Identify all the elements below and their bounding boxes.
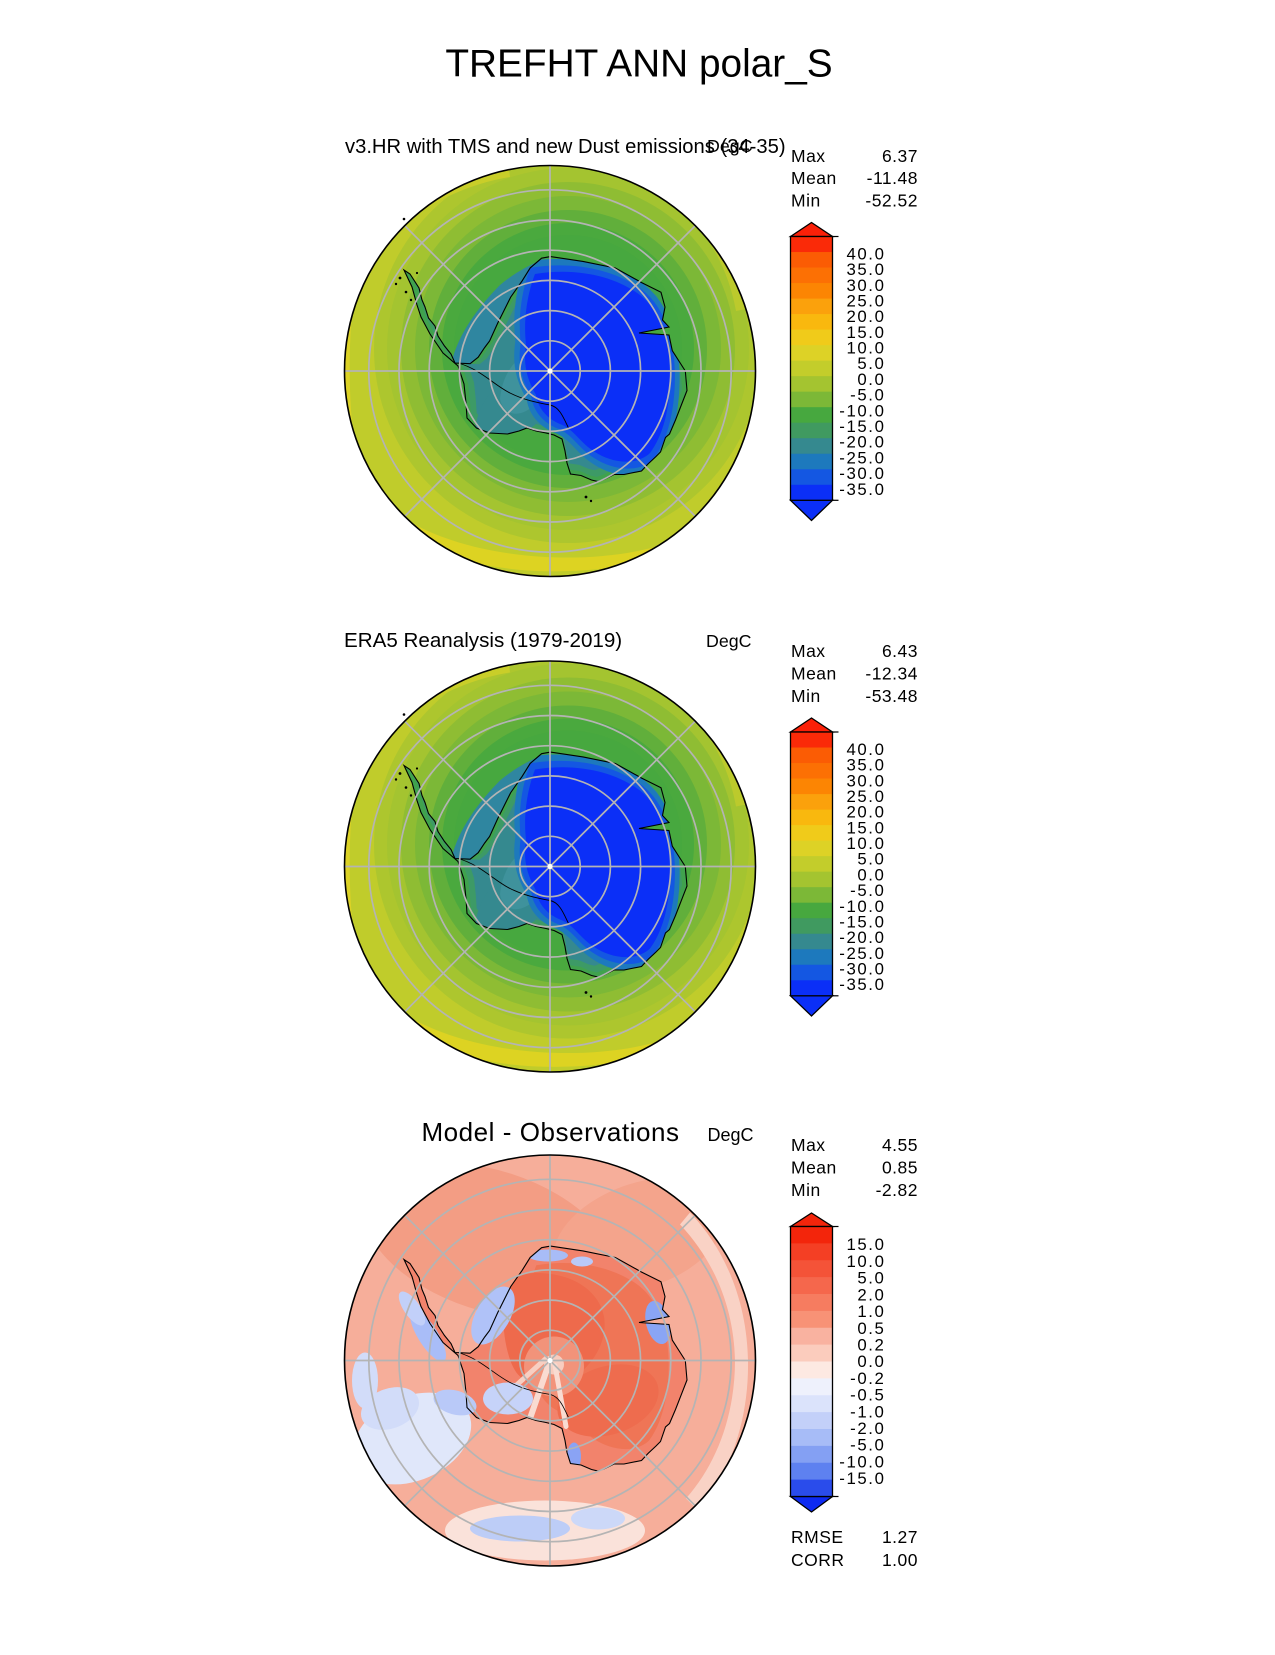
svg-text:Max: Max <box>791 1135 826 1155</box>
svg-text:DegC: DegC <box>707 136 753 156</box>
svg-text:DegC: DegC <box>708 1125 754 1145</box>
svg-text:1.27: 1.27 <box>882 1527 918 1547</box>
svg-text:10.0: 10.0 <box>846 834 885 853</box>
svg-text:ERA5 Reanalysis (1979-2019): ERA5 Reanalysis (1979-2019) <box>344 629 622 652</box>
svg-text:20.0: 20.0 <box>846 803 885 822</box>
svg-text:-12.34: -12.34 <box>865 664 918 684</box>
svg-text:6.43: 6.43 <box>882 641 918 661</box>
svg-text:15.0: 15.0 <box>846 818 885 837</box>
svg-text:-0.2: -0.2 <box>850 1369 885 1388</box>
svg-text:Mean: Mean <box>791 1158 837 1178</box>
svg-text:2.0: 2.0 <box>857 1285 885 1304</box>
svg-text:-30.0: -30.0 <box>839 464 885 483</box>
svg-text:0.0: 0.0 <box>857 370 885 389</box>
svg-text:6.37: 6.37 <box>882 146 918 166</box>
svg-text:0.5: 0.5 <box>857 1319 885 1338</box>
svg-text:40.0: 40.0 <box>846 244 885 263</box>
svg-text:-11.48: -11.48 <box>867 168 918 188</box>
svg-text:0.85: 0.85 <box>882 1158 918 1178</box>
svg-text:DegC: DegC <box>706 631 752 651</box>
svg-text:5.0: 5.0 <box>857 354 885 373</box>
svg-text:5.0: 5.0 <box>857 1269 885 1288</box>
svg-text:-5.0: -5.0 <box>850 386 885 405</box>
svg-text:25.0: 25.0 <box>846 292 885 311</box>
svg-text:-30.0: -30.0 <box>839 960 885 979</box>
svg-text:30.0: 30.0 <box>846 771 885 790</box>
svg-text:TREFHT ANN polar_S: TREFHT ANN polar_S <box>445 43 832 86</box>
svg-text:-10.0: -10.0 <box>839 897 885 916</box>
svg-text:0.2: 0.2 <box>857 1336 885 1355</box>
svg-text:CORR: CORR <box>791 1550 845 1570</box>
svg-text:-5.0: -5.0 <box>850 1436 885 1455</box>
svg-text:Max: Max <box>791 146 826 166</box>
svg-text:-15.0: -15.0 <box>839 417 885 436</box>
svg-text:40.0: 40.0 <box>846 740 885 759</box>
svg-text:-2.82: -2.82 <box>876 1180 918 1200</box>
svg-text:-20.0: -20.0 <box>839 433 885 452</box>
svg-text:-15.0: -15.0 <box>839 1469 885 1488</box>
svg-text:35.0: 35.0 <box>846 260 885 279</box>
svg-text:Max: Max <box>791 641 826 661</box>
svg-text:v3.HR with TMS and new Dust em: v3.HR with TMS and new Dust emissions (3… <box>345 136 786 158</box>
svg-text:15.0: 15.0 <box>846 323 885 342</box>
svg-text:Min: Min <box>791 191 821 211</box>
svg-text:Model - Observations: Model - Observations <box>421 1117 679 1147</box>
svg-text:-10.0: -10.0 <box>839 1452 885 1471</box>
svg-text:-5.0: -5.0 <box>850 881 885 900</box>
svg-text:1.0: 1.0 <box>857 1302 885 1321</box>
svg-text:-1.0: -1.0 <box>850 1402 885 1421</box>
svg-text:-35.0: -35.0 <box>839 975 885 994</box>
svg-text:35.0: 35.0 <box>846 756 885 775</box>
svg-text:-53.48: -53.48 <box>865 686 918 706</box>
svg-text:Mean: Mean <box>791 168 837 188</box>
svg-text:30.0: 30.0 <box>846 276 885 295</box>
svg-text:-2.0: -2.0 <box>850 1419 885 1438</box>
svg-text:-20.0: -20.0 <box>839 928 885 947</box>
svg-text:4.55: 4.55 <box>882 1135 918 1155</box>
svg-text:20.0: 20.0 <box>846 307 885 326</box>
svg-text:10.0: 10.0 <box>846 1252 885 1271</box>
svg-text:-0.5: -0.5 <box>850 1386 885 1405</box>
svg-text:10.0: 10.0 <box>846 339 885 358</box>
svg-text:5.0: 5.0 <box>857 850 885 869</box>
svg-text:0.0: 0.0 <box>857 1352 885 1371</box>
svg-text:-15.0: -15.0 <box>839 913 885 932</box>
svg-text:25.0: 25.0 <box>846 787 885 806</box>
svg-text:Min: Min <box>791 686 821 706</box>
svg-text:-10.0: -10.0 <box>839 401 885 420</box>
svg-text:Min: Min <box>791 1180 821 1200</box>
svg-text:-25.0: -25.0 <box>839 448 885 467</box>
svg-text:RMSE: RMSE <box>791 1527 844 1547</box>
svg-text:15.0: 15.0 <box>846 1235 885 1254</box>
svg-text:0.0: 0.0 <box>857 865 885 884</box>
svg-text:1.00: 1.00 <box>882 1550 918 1570</box>
svg-text:-52.52: -52.52 <box>865 191 918 211</box>
svg-text:-35.0: -35.0 <box>839 480 885 499</box>
svg-text:Mean: Mean <box>791 664 837 684</box>
svg-text:-25.0: -25.0 <box>839 944 885 963</box>
